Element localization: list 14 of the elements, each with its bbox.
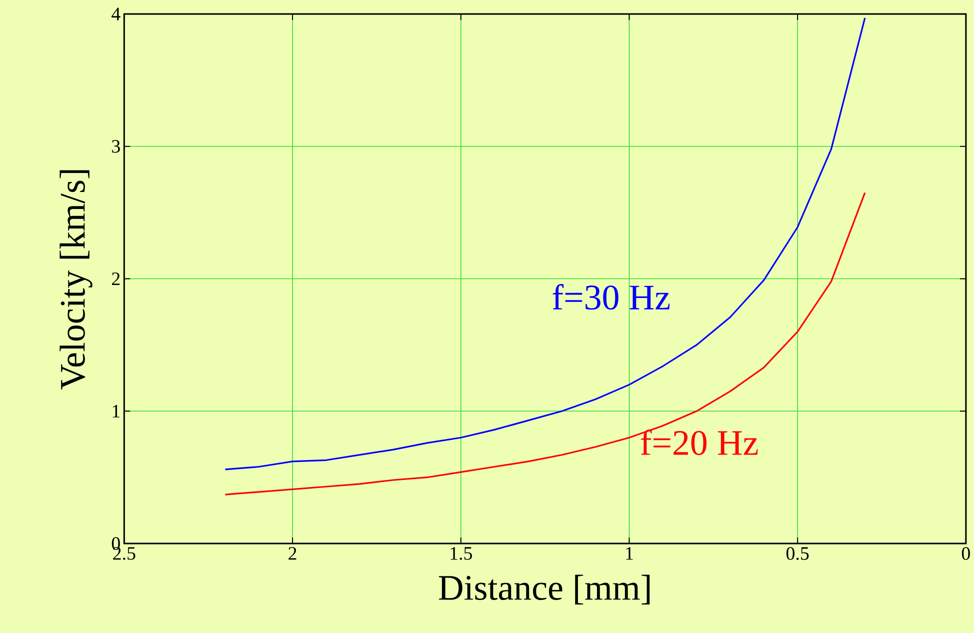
- y-tick-label: 1: [112, 404, 120, 418]
- y-tick-label: 3: [112, 140, 120, 153]
- series-label: f=30 Hz: [552, 284, 670, 310]
- y-tick-label: 2: [112, 272, 120, 285]
- x-tick-label: 2: [288, 546, 296, 560]
- x-tick-label: 1: [626, 546, 633, 560]
- x-tick-label: 0.5: [786, 546, 809, 560]
- x-tick-label: 1.5: [450, 546, 472, 560]
- y-axis-title: Velocity [km/s]: [60, 170, 92, 390]
- line-series: [224, 16, 866, 470]
- series-label: f=20 Hz: [640, 429, 758, 455]
- y-tick-label: 4: [112, 8, 120, 20]
- x-tick-label: 0: [962, 546, 970, 560]
- x-axis-title: Distance [mm]: [438, 574, 650, 604]
